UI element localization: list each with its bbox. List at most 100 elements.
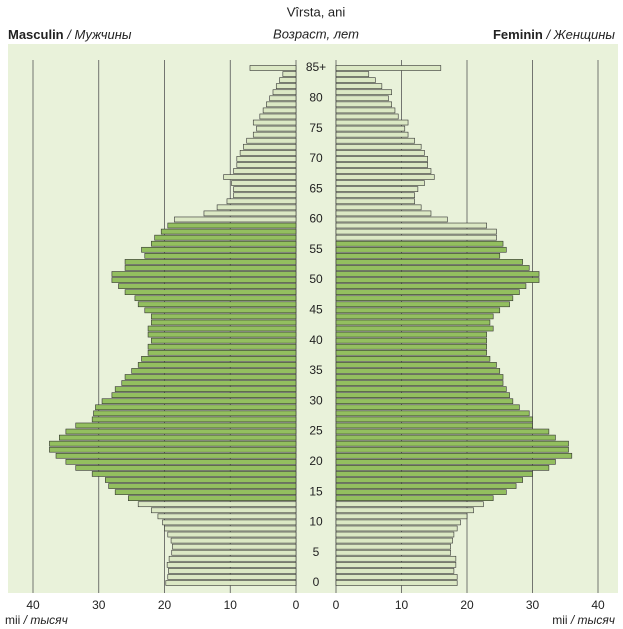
bar: [335, 198, 415, 205]
bar: [335, 331, 487, 338]
bar: [233, 168, 297, 174]
y-tick-label: 55: [309, 242, 323, 256]
bar: [223, 174, 297, 180]
series-name-ru: / Женщины: [545, 27, 615, 42]
bar: [335, 65, 442, 71]
y-tick-label: 65: [309, 181, 323, 195]
x-axis-label: mii / тысяч: [552, 613, 615, 627]
bar: [335, 186, 419, 192]
bar: [124, 289, 297, 295]
bar: [335, 489, 507, 495]
bar: [236, 162, 297, 168]
bar: [335, 580, 458, 586]
x-tick-label: 0: [333, 598, 340, 612]
bar: [335, 501, 484, 508]
bar: [335, 283, 527, 289]
bar: [144, 307, 297, 314]
bar: [335, 246, 507, 253]
bar: [335, 137, 415, 144]
bar: [262, 107, 297, 114]
bar: [335, 416, 533, 423]
bar: [335, 119, 409, 126]
bar: [111, 277, 297, 283]
bar: [172, 543, 297, 550]
y-tick-label: 35: [309, 363, 323, 377]
bar: [154, 234, 297, 241]
bar: [95, 404, 297, 411]
bar: [335, 549, 451, 556]
bar: [335, 168, 432, 174]
bar: [335, 101, 392, 108]
bar: [134, 295, 297, 302]
bar: [65, 428, 297, 435]
bar: [335, 477, 523, 483]
x-tick-label: 0: [293, 598, 300, 612]
bar: [335, 555, 457, 562]
bar: [114, 386, 297, 392]
bar: [269, 95, 297, 102]
bar: [65, 459, 297, 465]
bar: [111, 392, 297, 398]
bar: [55, 452, 297, 459]
bar: [141, 246, 297, 253]
x-tick-label: 40: [26, 598, 40, 612]
bar: [231, 180, 297, 186]
bar: [335, 410, 530, 417]
bar: [335, 156, 428, 162]
y-tick-label: 45: [309, 303, 323, 317]
bar: [111, 271, 297, 277]
bar: [335, 253, 501, 259]
bar: [335, 265, 530, 271]
bar: [335, 507, 474, 514]
unit-ru: / тысяч: [23, 613, 68, 627]
bar: [335, 452, 573, 459]
bar: [124, 265, 297, 271]
bar: [105, 477, 297, 483]
bar: [335, 125, 406, 132]
bar: [243, 143, 297, 150]
unit-ru: / тысяч: [570, 613, 615, 627]
bar: [249, 65, 297, 71]
x-tick-label: 10: [224, 598, 238, 612]
bar: [335, 531, 455, 538]
bar: [121, 380, 297, 386]
bar: [335, 495, 494, 501]
y-tick-label: 50: [309, 272, 323, 286]
bar: [128, 495, 297, 501]
bar: [335, 319, 491, 326]
bar: [151, 337, 297, 344]
bar: [151, 507, 297, 514]
bar: [335, 192, 415, 199]
bar: [335, 459, 556, 465]
chart-subtitle: Возраст, лет: [273, 26, 359, 41]
bar: [335, 234, 497, 241]
bar: [118, 283, 297, 289]
bar: [335, 150, 425, 156]
bar: [335, 368, 501, 374]
bar: [75, 465, 297, 471]
bar: [335, 568, 455, 574]
bar: [335, 180, 425, 186]
bar: [137, 301, 297, 308]
bar: [335, 422, 533, 429]
bar: [335, 380, 504, 386]
y-tick-label: 80: [309, 90, 323, 104]
bar: [335, 204, 422, 211]
bar: [246, 137, 297, 144]
bar: [233, 186, 297, 192]
bar: [335, 162, 428, 168]
bar: [335, 313, 494, 320]
bar: [335, 343, 487, 350]
series-name: Feminin: [493, 27, 543, 42]
bar: [335, 107, 396, 114]
bar: [335, 337, 487, 344]
bar: [239, 150, 297, 156]
bar: [335, 210, 432, 217]
bar: [164, 525, 297, 532]
plot-background: [8, 44, 618, 593]
bar: [335, 113, 399, 120]
bar: [168, 568, 297, 574]
bar: [124, 259, 297, 265]
bar: [233, 192, 297, 199]
